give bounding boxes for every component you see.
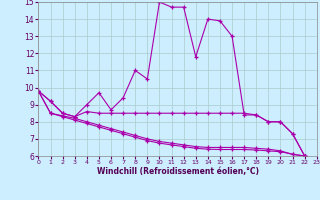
X-axis label: Windchill (Refroidissement éolien,°C): Windchill (Refroidissement éolien,°C) (97, 167, 259, 176)
